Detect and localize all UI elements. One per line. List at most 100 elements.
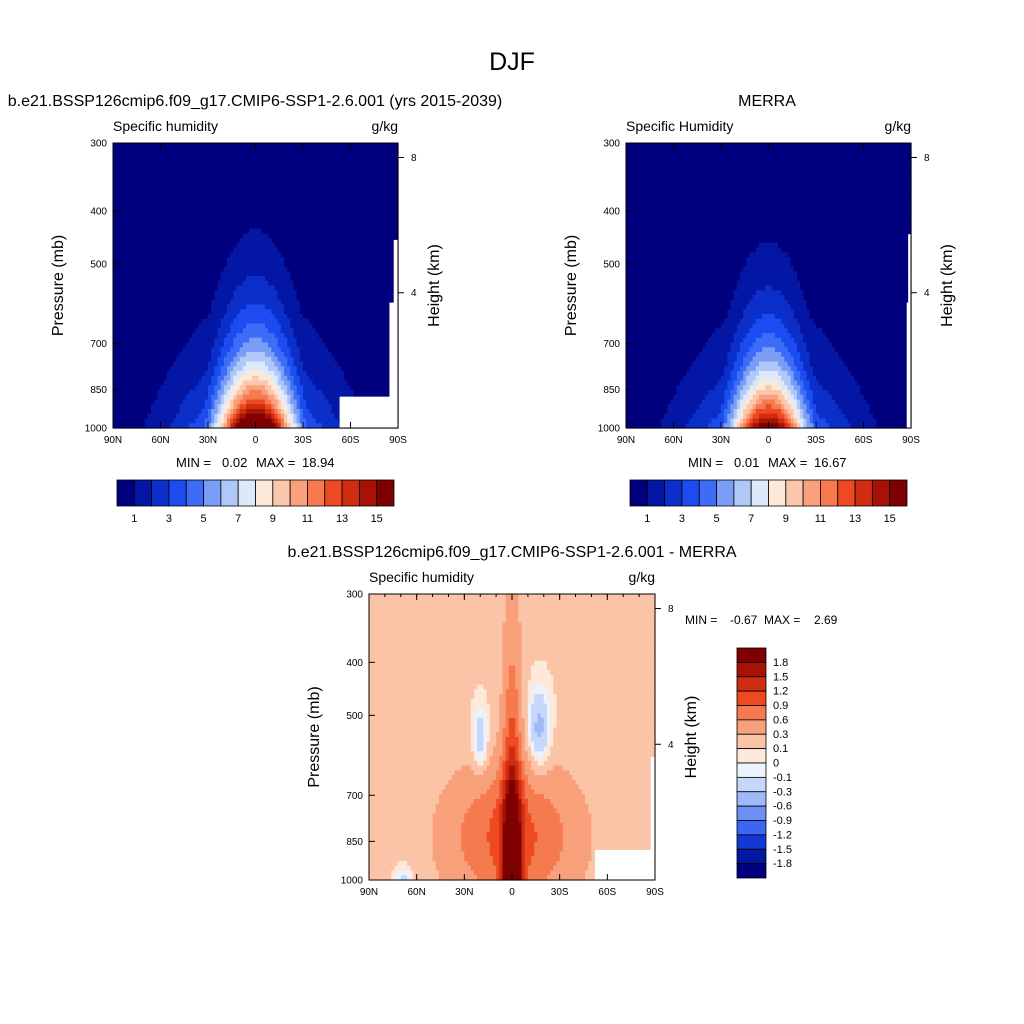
field-cell [116,162,120,168]
field-cell [356,166,361,173]
field-cell [268,152,272,158]
field-cell [290,166,295,173]
field-cell [322,176,326,182]
field-cell [242,209,247,215]
field-cell [233,195,238,201]
field-cell [192,195,196,201]
field-cell [369,185,374,192]
field-cell [296,147,301,154]
field-cell [252,152,257,158]
field-cell [341,185,345,192]
field-cell [315,157,320,163]
field-cell [334,152,339,158]
field-cell [394,204,399,211]
field-cell [299,185,304,192]
field-cell [258,166,263,173]
field-cell [379,181,383,187]
field-cell [366,204,371,211]
field-cell [185,209,190,215]
field-cell [369,157,374,163]
field-cell [138,166,143,173]
field-cell [337,195,342,201]
field-cell [204,200,209,206]
field-cell [246,185,250,192]
field-cell [268,181,272,187]
field-cell [360,176,364,182]
field-cell [141,147,146,154]
field-cell [290,204,295,211]
field-cell [318,200,323,206]
field-cell [287,195,291,201]
field-cell [274,162,279,168]
field-cell [369,166,374,173]
field-cell [122,162,127,168]
field-cell [227,200,231,206]
field-cell [119,166,124,173]
field-cell [208,152,212,158]
field-cell [157,190,162,196]
field-cell [350,185,355,192]
field-cell [350,152,355,158]
field-cell [141,214,146,220]
field-cell [119,209,124,215]
field-cell [350,171,355,177]
field-cell [204,190,209,196]
field-cell [306,143,310,149]
field-cell [379,166,383,173]
field-cell [217,214,222,220]
field-cell [252,157,257,163]
field-cell [144,200,149,206]
field-cell [277,143,282,149]
field-cell [312,190,317,196]
field-cell [242,162,247,168]
field-cell [344,171,348,177]
field-cell [122,200,127,206]
field-cell [179,190,184,196]
field-cell [274,204,279,211]
field-cell [220,181,225,187]
field-cell [173,143,177,149]
field-cell [185,190,190,196]
field-cell [255,162,260,168]
panel-title: b.e21.BSSP126cmip6.f09_g17.CMIP6-SSP1-2.… [8,93,503,110]
field-cell [144,204,149,211]
field-cell [356,181,361,187]
field-cell [239,200,244,206]
field-cell [138,143,143,149]
field-cell [325,143,329,149]
field-cell [290,152,295,158]
field-cell [220,204,225,211]
field-cell [356,209,361,215]
field-cell [201,200,206,206]
field-cell [147,166,152,173]
field-cell [287,166,291,173]
field-cell [170,181,174,187]
field-cell [135,181,139,187]
field-cell [176,143,181,149]
field-cell [268,162,272,168]
field-cell [135,152,139,158]
field-cell [173,209,177,215]
field-cell [287,171,291,177]
field-cell [331,200,336,206]
field-cell [293,152,298,158]
field-cell [394,181,399,187]
field-cell [185,157,190,163]
field-cell [382,157,386,163]
field-cell [306,209,310,215]
field-cell [353,162,358,168]
field-cell [223,204,228,211]
field-cell [201,176,206,182]
field-cell [265,195,269,201]
field-cell [217,176,222,182]
field-cell [268,209,272,215]
field-cell [394,152,399,158]
field-cell [173,176,177,182]
field-cell [163,185,168,192]
field-cell [341,166,345,173]
field-cell [290,195,295,201]
field-cell [201,157,206,163]
field-cell [113,157,117,163]
field-cell [132,166,136,173]
field-cell [170,143,174,149]
